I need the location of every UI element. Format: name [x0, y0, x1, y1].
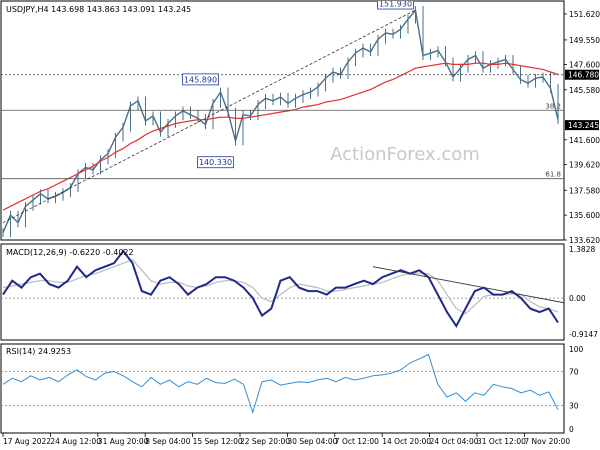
macd-tick-label: -0.9147 [569, 330, 598, 339]
macd-line [2, 249, 559, 328]
price-tick-label: 133.620 [569, 236, 600, 245]
price-plot: 38.2 61.8 151.930 145.890 140.330 [1, 0, 564, 238]
price-tick-label: 149.550 [569, 36, 600, 45]
x-tick-label: 14 Oct 20:00 [382, 437, 431, 446]
price-tick-label: 137.580 [569, 186, 600, 195]
x-tick-label: 30 Sep 04:00 [287, 437, 337, 446]
price-tick-label: 147.600 [569, 60, 600, 69]
macd-tick-label: 1.3828 [569, 245, 595, 254]
rsi-panel [0, 343, 565, 434]
current-price-label: 143.245 [568, 121, 599, 130]
price-title: USDJPY,H4 143.698 143.863 143.091 143.24… [6, 5, 191, 14]
macd-title: MACD(12,26,9) -0.6220 -0.4022 [6, 248, 134, 257]
price-tick-label: 141.600 [569, 136, 600, 145]
rsi-tick-label: 0 [569, 425, 574, 434]
macd-signal-line [2, 258, 559, 315]
x-tick-label: 8 Sep 04:00 [145, 437, 191, 446]
axes: 151.620 149.550 147.600 145.580 141.600 139.6… [2, 10, 600, 446]
moving-average-line [2, 62, 559, 211]
x-tick-label: 31 Aug 20:00 [98, 437, 149, 446]
x-tick-label: 24 Aug 12:00 [50, 437, 101, 446]
price-tick-label: 145.580 [569, 86, 600, 95]
watermark: ActionForex.com [330, 144, 480, 165]
x-tick-label: 22 Sep 20:00 [240, 437, 290, 446]
current-price-tag [565, 120, 599, 131]
price-annotation-label: 151.930 [379, 0, 412, 9]
macd-tick-label: 0.00 [569, 294, 586, 303]
ma-value-tag [565, 69, 599, 80]
x-tick-label: 7 Nov 20:00 [524, 437, 570, 446]
price-tick-label: 151.620 [569, 10, 600, 19]
x-tick-label: 31 Oct 12:00 [477, 437, 526, 446]
price-annotation-box [182, 73, 219, 86]
x-tick-label: 15 Sep 12:00 [193, 437, 243, 446]
price-annotation-box [377, 1, 414, 10]
x-tick-label: 7 Oct 12:00 [335, 437, 379, 446]
price-tick-label: 135.600 [569, 211, 600, 220]
price-panel [0, 0, 565, 241]
x-tick-label: 24 Oct 04:00 [430, 437, 479, 446]
price-annotation-label: 140.330 [199, 158, 232, 167]
ma-value-label: 146.780 [568, 71, 599, 80]
trend-line [2, 9, 416, 224]
rsi-line [2, 353, 559, 414]
fib-level-label: 38.2 [545, 102, 561, 110]
price-tick-label: 139.620 [569, 161, 600, 170]
x-tick-label: 17 Aug 2022 [3, 437, 51, 446]
rsi-tick-label: 100 [569, 345, 584, 354]
rsi-tick-label: 70 [569, 368, 579, 377]
rsi-tick-label: 30 [569, 402, 579, 411]
macd-panel [0, 243, 565, 341]
fib-level-label: 61.8 [545, 171, 561, 179]
macd-plot [1, 249, 564, 328]
price-annotation-label: 145.890 [184, 75, 217, 84]
rsi-title: RSI(14) 24.9253 [6, 347, 71, 356]
rsi-plot [1, 353, 564, 414]
price-annotation-box [197, 156, 234, 169]
macd-trend-line [372, 266, 564, 304]
